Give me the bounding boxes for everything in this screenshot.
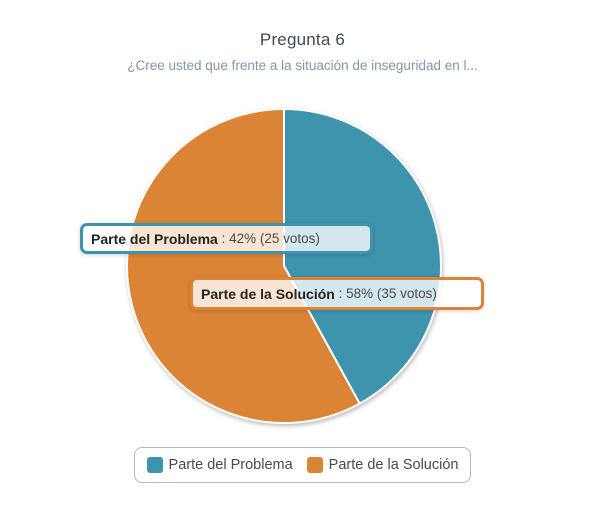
pie-slices <box>126 108 442 424</box>
tooltip-label: Parte de la Solución <box>201 285 335 302</box>
pie-slice-parte-de-la-solucion[interactable] <box>126 108 361 424</box>
chart-title: Pregunta 6 <box>259 30 346 49</box>
legend-item-label: Parte de la Solución <box>328 457 459 473</box>
tooltip-parte-de-la-solucion: Parte de la Solución : 58% (35 votos) <box>190 277 484 310</box>
legend-item-label: Parte del Problema <box>168 457 293 473</box>
tooltip-label: Parte del Problema <box>91 230 218 247</box>
legend-swatch-teal <box>146 457 163 473</box>
chart-subtitle: ¿Cree usted que frente a la situación de… <box>127 58 478 73</box>
tooltip-separator: : <box>334 286 347 301</box>
tooltip-parte-del-problema: Parte del Problema : 42% (25 votos) <box>80 223 373 254</box>
tooltip-separator: : <box>217 231 230 246</box>
legend-item-parte-del-problema[interactable]: Parte del Problema <box>146 457 293 473</box>
legend-item-parte-de-la-solucion[interactable]: Parte de la Solución <box>306 457 459 473</box>
tooltip-value: 42% (25 votos) <box>229 231 320 246</box>
legend-swatch-orange <box>306 457 323 473</box>
tooltip-value: 58% (35 votos) <box>346 286 437 301</box>
pie-slice-parte-del-problema[interactable] <box>283 108 442 405</box>
legend: Parte del Problema Parte de la Solución <box>133 447 472 483</box>
